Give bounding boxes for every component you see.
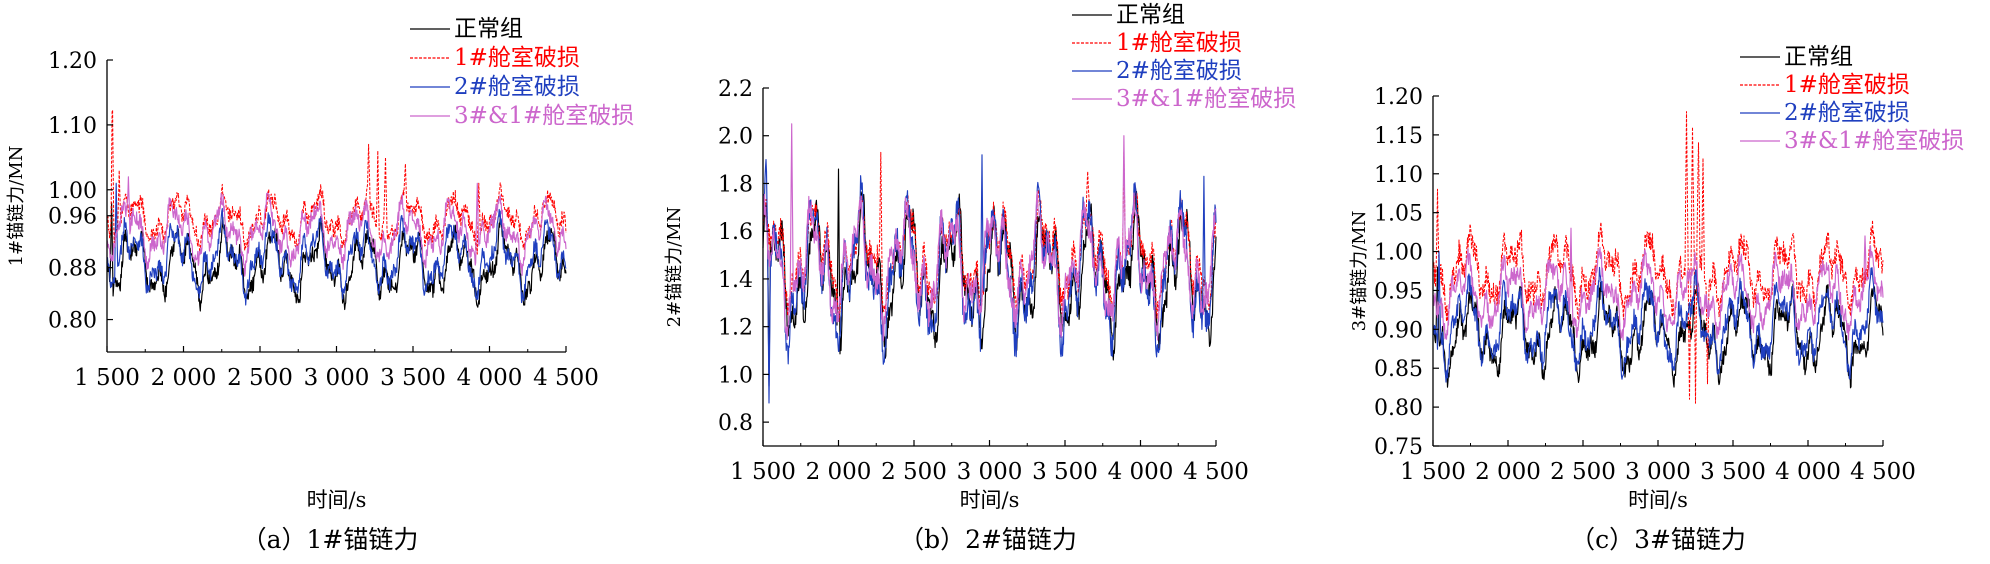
series-line-3 (1432, 251, 1884, 383)
figure-caption: （c）3#锚链力 (1570, 525, 1746, 554)
x-tick-label: 3 500 (380, 365, 446, 391)
x-tick-label: 3 500 (1700, 459, 1766, 485)
legend-label-4: 3#&1#舱室破损 (454, 103, 634, 129)
x-tick-label: 1 500 (730, 459, 796, 485)
y-tick-label: 2.0 (718, 125, 753, 150)
legend-label-2: 1#舱室破损 (454, 45, 580, 71)
x-tick-label: 2 000 (1475, 459, 1541, 485)
plot-area (106, 109, 567, 312)
x-tick-label: 4 500 (533, 365, 599, 391)
series-line-4 (106, 176, 567, 277)
legend-label-2: 1#舱室破损 (1784, 72, 1910, 98)
y-tick-label: 1.6 (718, 220, 753, 245)
y-tick-label: 1.0 (718, 363, 753, 388)
series-line-4 (1432, 227, 1884, 341)
y-tick-label: 0.85 (1374, 357, 1423, 382)
x-axis-label: 时间/s (307, 488, 367, 512)
y-axis-label: 1#锚链力/MN (6, 146, 27, 267)
x-tick-label: 3 500 (1032, 459, 1098, 485)
x-tick-label: 4 500 (1850, 459, 1916, 485)
x-tick-label: 2 500 (227, 365, 293, 391)
x-tick-label: 3 000 (1625, 459, 1691, 485)
plot-area (1432, 111, 1884, 404)
y-tick-label: 0.80 (48, 309, 97, 334)
y-tick-label: 0.90 (1374, 318, 1423, 343)
y-tick-label: 1.00 (1374, 241, 1423, 266)
y-tick-label: 0.88 (48, 257, 97, 282)
y-tick-label: 1.2 (718, 316, 753, 341)
y-axis-label: 3#锚链力/MN (1349, 211, 1370, 332)
figure-caption: （a）1#锚链力 (242, 525, 419, 554)
y-tick-label: 1.10 (1374, 163, 1423, 188)
legend-label-3: 2#舱室破损 (454, 74, 580, 100)
x-tick-label: 4 000 (457, 365, 523, 391)
x-tick-label: 2 500 (1550, 459, 1616, 485)
x-axis-label: 时间/s (1628, 488, 1688, 512)
y-tick-label: 1.4 (718, 268, 753, 293)
series-line-2 (1432, 111, 1884, 404)
y-tick-label: 1.8 (718, 172, 753, 197)
legend-label-1: 正常组 (454, 16, 523, 42)
x-tick-label: 2 000 (151, 365, 217, 391)
y-tick-label: 0.80 (1374, 396, 1423, 421)
plot-area (762, 123, 1217, 404)
x-tick-label: 3 000 (304, 365, 370, 391)
y-axis-label: 2#锚链力/MN (664, 207, 685, 328)
x-tick-label: 2 500 (881, 459, 947, 485)
y-tick-label: 1.00 (48, 179, 97, 204)
legend-label-1: 正常组 (1116, 2, 1185, 28)
chart-panel-c: 1 500 2 000 2 500 3 000 3 500 4 000 4 500 0.75 0… (1349, 44, 1964, 554)
y-tick-label: 1.20 (48, 49, 97, 74)
y-tick-label: 1.05 (1374, 202, 1423, 227)
legend-label-4: 3#&1#舱室破损 (1784, 128, 1964, 154)
chart-panel-a: 1 500 2 000 2 500 3 000 3 500 4 000 4 500 0.80 0… (6, 16, 634, 554)
legend-label-3: 2#舱室破损 (1116, 58, 1242, 84)
legend-label-2: 1#舱室破损 (1116, 30, 1242, 56)
x-tick-label: 1 500 (1400, 459, 1466, 485)
legend-label-3: 2#舱室破损 (1784, 100, 1910, 126)
series-line-2 (762, 151, 1217, 322)
y-tick-label: 1.10 (48, 114, 97, 139)
series-line-1 (762, 168, 1217, 387)
y-tick-label: 0.75 (1374, 435, 1423, 460)
series-line-3 (106, 182, 567, 306)
chart-panel-b: 1 500 2 000 2 500 3 000 3 500 4 000 4 500 0.8 1.… (664, 2, 1296, 554)
x-tick-label: 4 500 (1183, 459, 1249, 485)
y-tick-label: 0.96 (48, 205, 97, 230)
x-tick-label: 2 000 (806, 459, 872, 485)
x-tick-label: 4 000 (1108, 459, 1174, 485)
y-tick-label: 2.2 (718, 77, 753, 102)
y-tick-label: 0.8 (718, 411, 753, 436)
figure-caption: （b）2#锚链力 (899, 525, 1077, 554)
y-tick-label: 1.15 (1374, 124, 1423, 149)
y-tick-label: 0.95 (1374, 279, 1423, 304)
series-line-2 (106, 109, 567, 255)
series-line-4 (762, 123, 1217, 342)
x-tick-label: 1 500 (74, 365, 140, 391)
y-tick-label: 1.20 (1374, 85, 1423, 110)
legend-label-1: 正常组 (1784, 44, 1853, 70)
x-axis-label: 时间/s (960, 488, 1020, 512)
legend-label-4: 3#&1#舱室破损 (1116, 86, 1296, 112)
x-tick-label: 4 000 (1775, 459, 1841, 485)
x-tick-label: 3 000 (957, 459, 1023, 485)
legend: 正常组 1#舱室破损 2#舱室破损 3#&1#舱室破损 (410, 16, 634, 129)
